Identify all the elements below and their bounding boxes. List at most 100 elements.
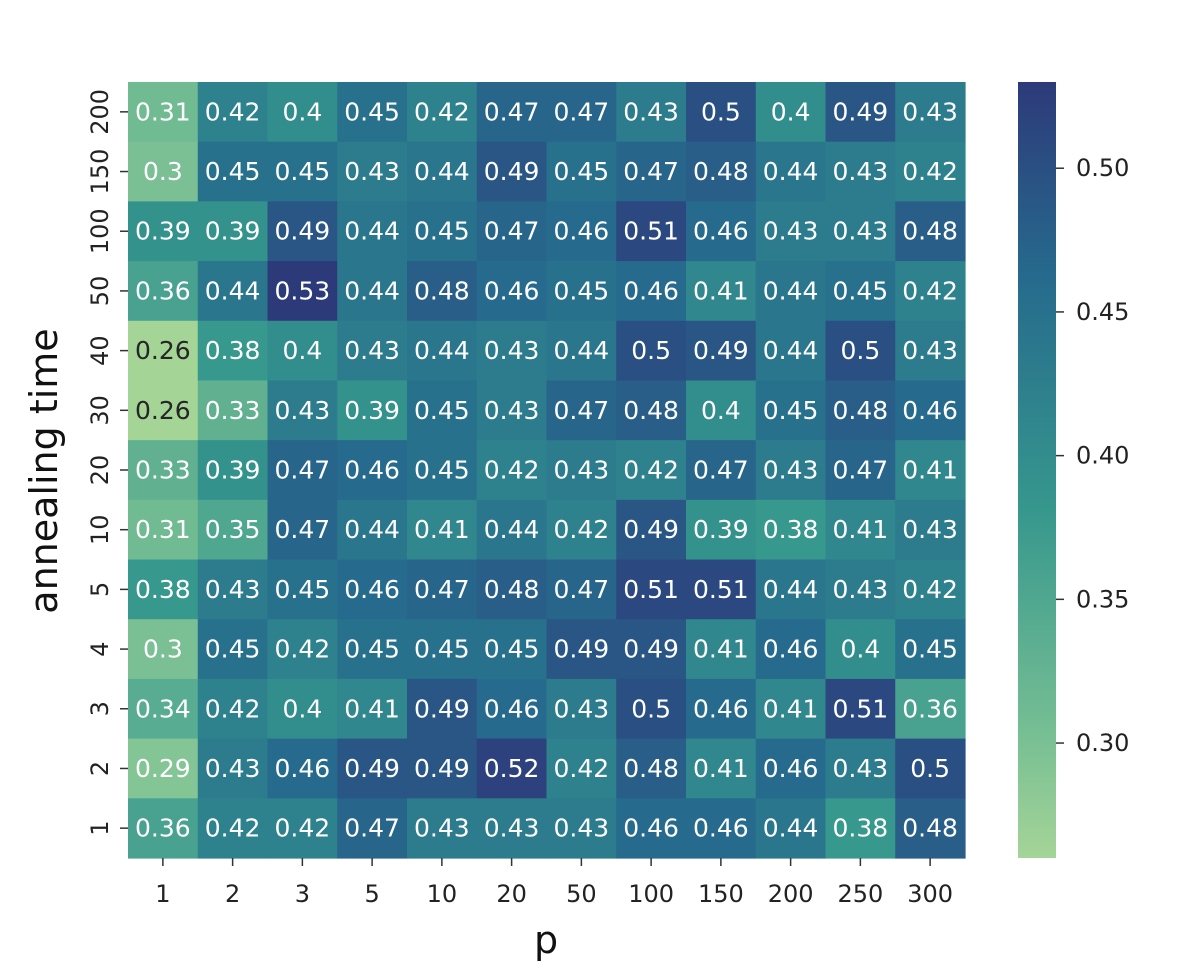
heatmap-cell bbox=[407, 141, 478, 202]
cell-value-label: 0.42 bbox=[205, 97, 261, 126]
heatmap-cell bbox=[546, 82, 617, 143]
heatmap-cell bbox=[337, 738, 408, 799]
cell-value-label: 0.45 bbox=[205, 635, 261, 664]
heatmap-cell bbox=[476, 499, 548, 561]
cell-value-label: 0.33 bbox=[205, 396, 261, 425]
heatmap-cell bbox=[197, 380, 269, 441]
heatmap-cell bbox=[825, 559, 896, 620]
heatmap-cell bbox=[895, 261, 966, 322]
heatmap-cell bbox=[197, 738, 269, 799]
cell-value-label: 0.34 bbox=[135, 694, 191, 723]
cell-value-label: 0.29 bbox=[135, 754, 191, 783]
heatmap-cell bbox=[755, 738, 827, 799]
heatmap-cell bbox=[755, 141, 827, 202]
y-tick-label: 5 bbox=[86, 582, 114, 597]
cell-value-label: 0.43 bbox=[833, 157, 889, 186]
heatmap-cell bbox=[267, 619, 338, 680]
heatmap-cell bbox=[686, 320, 757, 382]
x-tick-label: 150 bbox=[698, 880, 744, 908]
cell-value-label: 0.43 bbox=[344, 336, 400, 365]
cell-value-label: 0.44 bbox=[554, 336, 610, 365]
x-tick-label: 1 bbox=[155, 880, 170, 908]
cell-value-label: 0.43 bbox=[205, 575, 261, 604]
heatmap-cell bbox=[128, 619, 199, 680]
cell-value-label: 0.31 bbox=[135, 515, 191, 544]
cell-value-label: 0.48 bbox=[833, 396, 889, 425]
cell-value-label: 0.26 bbox=[135, 336, 191, 365]
heatmap-cell bbox=[337, 82, 408, 143]
heatmap-cell bbox=[895, 559, 966, 620]
heatmap-cell bbox=[686, 380, 757, 441]
cell-value-label: 0.51 bbox=[623, 217, 679, 246]
heatmap-cell bbox=[476, 440, 548, 501]
colorbar-tick-label: 0.35 bbox=[1076, 585, 1129, 613]
heatmap-cell bbox=[825, 380, 896, 441]
heatmap-cell bbox=[128, 559, 199, 620]
cell-value-label: 0.39 bbox=[135, 217, 191, 246]
cell-value-label: 0.49 bbox=[693, 336, 749, 365]
heatmap-cell bbox=[197, 82, 269, 143]
cell-value-label: 0.42 bbox=[623, 456, 679, 485]
heatmap-cell bbox=[476, 261, 548, 322]
cell-value-label: 0.43 bbox=[344, 157, 400, 186]
cell-value-label: 0.49 bbox=[833, 97, 889, 126]
heatmap-cell bbox=[616, 678, 687, 740]
heatmap-cell bbox=[407, 440, 478, 501]
heatmap-cell bbox=[407, 499, 478, 561]
heatmap-cell bbox=[407, 619, 478, 680]
y-tick-label: 4 bbox=[86, 641, 114, 656]
heatmap-cell bbox=[337, 440, 408, 501]
heatmap-cell bbox=[407, 559, 478, 620]
cell-value-label: 0.36 bbox=[902, 694, 958, 723]
x-tick-label: 100 bbox=[628, 880, 674, 908]
heatmap-cell bbox=[476, 82, 548, 143]
cell-value-label: 0.46 bbox=[693, 217, 749, 246]
x-tick-label: 10 bbox=[427, 880, 458, 908]
cell-value-label: 0.45 bbox=[205, 157, 261, 186]
cell-value-label: 0.48 bbox=[414, 276, 470, 305]
cell-value-label: 0.46 bbox=[484, 276, 540, 305]
cell-value-label: 0.38 bbox=[205, 336, 261, 365]
cell-value-label: 0.31 bbox=[135, 97, 191, 126]
heatmap-cell bbox=[197, 499, 269, 561]
cell-value-label: 0.44 bbox=[344, 276, 400, 305]
cell-value-label: 0.45 bbox=[344, 635, 400, 664]
cell-value-label: 0.43 bbox=[554, 456, 610, 485]
heatmap-cell bbox=[895, 798, 966, 859]
heatmap-cell bbox=[267, 499, 338, 561]
cell-value-label: 0.3 bbox=[143, 157, 183, 186]
cell-value-label: 0.44 bbox=[344, 515, 400, 544]
cell-value-label: 0.45 bbox=[833, 276, 889, 305]
heatmap-cell bbox=[546, 201, 617, 262]
cell-value-label: 0.45 bbox=[414, 396, 470, 425]
heatmap-cell bbox=[755, 798, 827, 859]
heatmap-cell bbox=[128, 82, 199, 143]
cell-value-label: 0.44 bbox=[763, 575, 819, 604]
cell-value-label: 0.41 bbox=[693, 635, 749, 664]
heatmap-cell bbox=[686, 678, 757, 740]
cell-value-label: 0.44 bbox=[414, 336, 470, 365]
cell-value-label: 0.49 bbox=[484, 157, 540, 186]
heatmap-cell bbox=[337, 261, 408, 322]
cell-value-label: 0.43 bbox=[763, 456, 819, 485]
cell-value-label: 0.49 bbox=[344, 754, 400, 783]
cell-value-label: 0.5 bbox=[910, 754, 950, 783]
cell-value-label: 0.43 bbox=[484, 814, 540, 843]
cell-value-label: 0.48 bbox=[902, 814, 958, 843]
cell-value-label: 0.49 bbox=[414, 754, 470, 783]
cell-value-label: 0.41 bbox=[414, 515, 470, 544]
cell-value-label: 0.45 bbox=[275, 575, 331, 604]
heatmap-cell bbox=[895, 82, 966, 143]
cell-value-label: 0.4 bbox=[282, 336, 322, 365]
cell-value-label: 0.45 bbox=[414, 217, 470, 246]
heatmap-cell bbox=[337, 499, 408, 561]
heatmap-cell bbox=[616, 201, 687, 262]
cell-value-label: 0.45 bbox=[902, 635, 958, 664]
cell-value-label: 0.43 bbox=[275, 396, 331, 425]
heatmap-cell bbox=[128, 261, 199, 322]
heatmap-cell-labels: 0.31 0.42 0.4 0.45 0.42 0.47 0.47 0.43 0.5 0.4 0.4… bbox=[135, 97, 958, 842]
cell-value-label: 0.43 bbox=[763, 217, 819, 246]
cell-value-label: 0.4 bbox=[282, 97, 322, 126]
heatmap-cell bbox=[755, 440, 827, 501]
cell-value-label: 0.46 bbox=[344, 456, 400, 485]
